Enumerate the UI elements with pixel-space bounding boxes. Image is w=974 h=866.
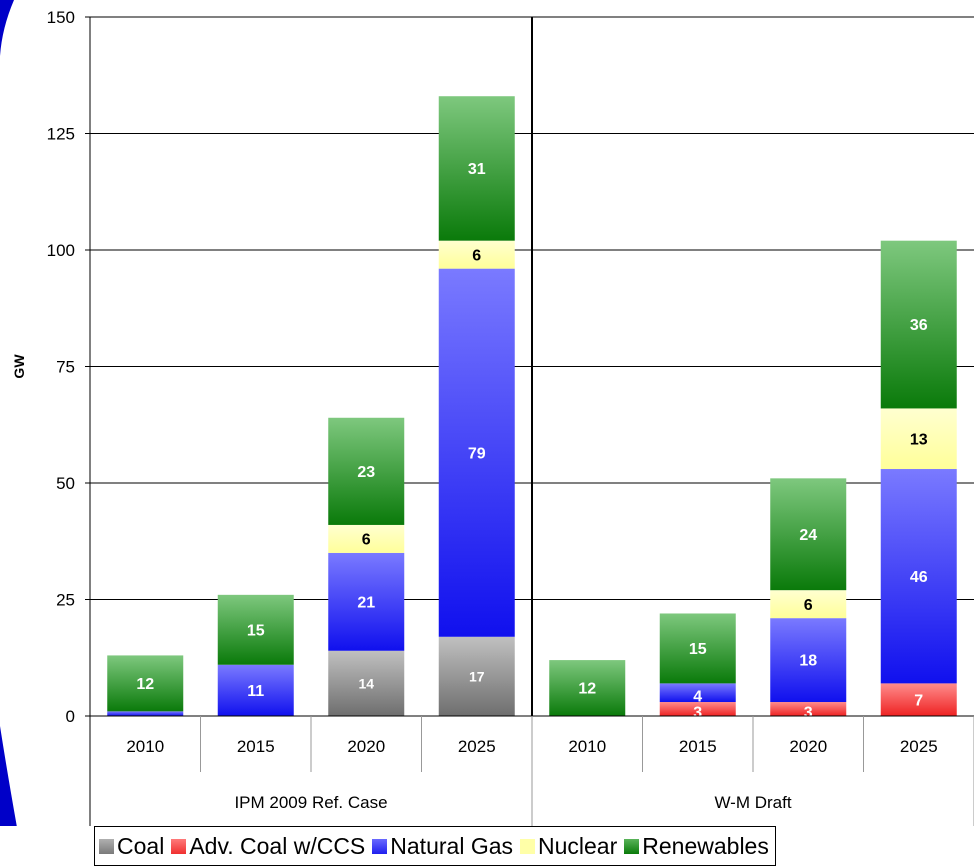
data-label: 21 [357,594,375,611]
slide-decoration [0,0,14,56]
x-group-label: IPM 2009 Ref. Case [234,793,387,812]
y-tick-label: 75 [56,358,75,377]
legend-item-coal: Coal [99,833,164,860]
y-tick-label: 25 [56,591,75,610]
legend-item-adv-coal: Adv. Coal w/CCS [171,833,365,860]
y-tick-label: 125 [47,125,75,144]
chart-legend: Coal Adv. Coal w/CCS Natural Gas Nuclear… [94,826,776,866]
x-tick-label: 2015 [237,737,275,756]
bar-natural-gas [438,268,515,637]
legend-item-natural-gas: Natural Gas [372,833,513,860]
bar-renewables [438,96,515,241]
data-label: 13 [910,431,928,448]
bar-renewables [217,594,294,665]
y-tick-label: 150 [47,8,75,27]
legend-label: Adv. Coal w/CCS [189,832,366,859]
data-label: 7 [914,692,923,709]
legend-item-renewables: Renewables [624,833,769,860]
bar-natural-gas [770,618,847,703]
legend-label: Coal [117,832,165,859]
bar-nuclear [770,590,847,619]
data-label: 31 [468,161,486,178]
bar-adv-coal-w-ccs [659,702,736,716]
bar-natural-gas [880,469,957,684]
bar-renewables [107,655,184,712]
legend-swatch-renewables [624,838,640,854]
data-label: 24 [799,527,817,544]
bar-natural-gas [328,552,405,651]
bar-adv-coal-w-ccs [880,683,957,716]
x-tick-label: 2025 [458,737,496,756]
data-label: 12 [136,676,154,693]
legend-swatch-natural-gas [372,838,388,854]
plot-area: 0 25 50 75 100 125 150 GW 12 11 15 14 21 6 23 17 79 6 31 12… [11,8,974,826]
y-tick-label: 50 [56,474,75,493]
bar-renewables [880,240,957,409]
data-label: 79 [468,445,486,462]
data-label: 11 [247,683,264,700]
data-label: 23 [357,464,375,481]
bar-renewables [659,613,736,684]
bar-natural-gas [107,711,184,716]
bar-renewables [328,417,405,525]
slide-decoration [0,726,17,826]
data-label: 12 [578,681,596,698]
data-label: 14 [358,675,374,691]
legend-swatch-nuclear [520,838,535,854]
data-label: 3 [693,705,702,722]
bar-renewables [770,478,847,591]
legend-item-nuclear: Nuclear [520,833,617,860]
x-tick-label: 2020 [789,737,827,756]
data-label: 6 [804,597,813,614]
y-tick-label: 100 [47,241,75,260]
data-label: 46 [910,569,928,586]
legend-swatch-coal [99,838,114,854]
data-label: 36 [910,317,928,334]
data-label: 6 [362,532,371,549]
data-label: 18 [799,653,817,670]
data-label: 4 [693,688,702,705]
y-axis-label: GW [11,354,27,379]
bar-natural-gas [659,683,736,703]
x-tick-label: 2010 [126,737,164,756]
legend-swatch-adv-coal [171,838,187,854]
bar-nuclear [880,408,957,470]
bar-adv-coal-w-ccs [770,702,847,716]
data-label: 17 [469,668,485,684]
data-label: 15 [689,641,707,658]
data-label: 3 [804,705,813,722]
x-tick-label: 2015 [679,737,717,756]
legend-label: Renewables [642,832,769,859]
x-group-label: W-M Draft [714,793,791,812]
x-tick-label: 2020 [347,737,385,756]
data-label: 15 [247,622,265,639]
bar-nuclear [438,240,515,269]
data-label: 6 [472,247,481,264]
legend-label: Nuclear [538,832,618,859]
bar-renewables [549,660,626,716]
stacked-bar-chart: 0 25 50 75 100 125 150 GW 12 11 15 14 21 6 23 17 79 6 31 12… [0,0,974,826]
y-tick-label: 0 [66,707,75,726]
bar-coal [328,650,405,716]
x-tick-label: 2010 [568,737,606,756]
bar-nuclear [328,524,405,553]
bar-coal [438,636,515,716]
bar-natural-gas [217,664,294,716]
x-tick-label: 2025 [900,737,938,756]
legend-label: Natural Gas [390,832,513,859]
